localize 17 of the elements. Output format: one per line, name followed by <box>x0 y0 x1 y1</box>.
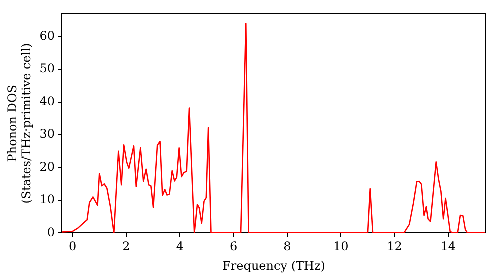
y-axis-title: Phonon DOS (States/THz·primitive cell) <box>5 43 34 204</box>
x-tick-label: 12 <box>387 240 402 254</box>
y-tick-label: 60 <box>40 29 56 44</box>
x-tick-label: 10 <box>333 240 349 254</box>
x-axis-title: Frequency (THz) <box>222 258 326 273</box>
x-tick-label: 6 <box>230 240 238 254</box>
x-tick-label: 2 <box>122 240 130 254</box>
y-tick-label: 0 <box>47 225 56 240</box>
y-tick-label: 20 <box>40 160 56 174</box>
x-tick-label: 8 <box>284 240 292 254</box>
x-tick-label: 0 <box>68 240 77 254</box>
y-tick-label: 50 <box>40 62 56 76</box>
x-tick-label: 4 <box>176 240 184 254</box>
y-tick-label: 30 <box>40 127 56 142</box>
y-tick-label: 40 <box>40 94 56 108</box>
x-tick-label: 14 <box>440 240 456 254</box>
y-tick-label: 10 <box>40 192 56 207</box>
